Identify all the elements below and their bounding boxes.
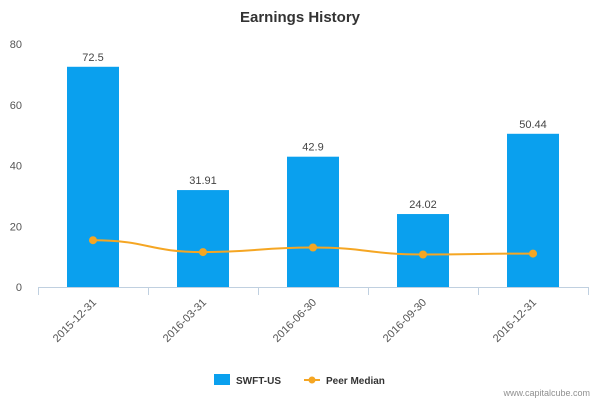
y-tick-label: 40 xyxy=(10,161,22,173)
y-tick-label: 20 xyxy=(10,221,22,233)
peer-median-points xyxy=(89,236,537,259)
bar-value-label: 42.9 xyxy=(302,142,323,154)
legend[interactable]: SWFT-US Peer Median xyxy=(214,374,385,387)
peer-median-point xyxy=(309,243,317,252)
y-axis-ticks: 0 20 40 60 80 xyxy=(10,39,22,294)
chart-title: Earnings History xyxy=(240,9,361,26)
legend-bar-swatch xyxy=(214,374,230,385)
x-tick-label: 2016-03-31 xyxy=(161,297,209,345)
y-tick-label: 80 xyxy=(10,39,22,51)
bar-swft-us xyxy=(507,133,559,287)
x-tick-label: 2016-06-30 xyxy=(271,297,319,345)
y-tick-label: 0 xyxy=(16,282,22,294)
legend-dot-swatch xyxy=(308,376,316,384)
legend-label-peer-median: Peer Median xyxy=(326,376,385,387)
x-axis-labels: 2015-12-31 2016-03-31 2016-06-30 2016-09… xyxy=(51,297,539,345)
bar-swft-us xyxy=(67,66,119,287)
bar-data-labels: 72.5 31.91 42.9 24.02 50.44 xyxy=(82,52,546,211)
x-tick-label: 2016-12-31 xyxy=(491,297,539,345)
bar-value-label: 31.91 xyxy=(189,175,217,187)
legend-label-swft-us: SWFT-US xyxy=(236,376,281,387)
peer-median-point xyxy=(199,248,207,257)
x-axis-tick-marks xyxy=(38,287,589,295)
bar-value-label: 50.44 xyxy=(519,119,547,131)
bar-swft-us xyxy=(287,156,339,287)
peer-median-point xyxy=(89,236,97,245)
x-tick-label: 2016-09-30 xyxy=(381,297,429,345)
legend-item-peer-median[interactable]: Peer Median xyxy=(304,376,385,387)
bar-value-label: 72.5 xyxy=(82,52,103,64)
peer-median-point xyxy=(529,249,537,258)
peer-median-point xyxy=(419,250,427,259)
y-tick-label: 60 xyxy=(10,100,22,112)
source-credit: www.capitalcube.com xyxy=(502,388,590,398)
legend-item-swft-us[interactable]: SWFT-US xyxy=(214,374,281,387)
x-tick-label: 2015-12-31 xyxy=(51,297,99,345)
bar-value-label: 24.02 xyxy=(409,199,437,211)
bar-swft-us xyxy=(177,190,229,287)
